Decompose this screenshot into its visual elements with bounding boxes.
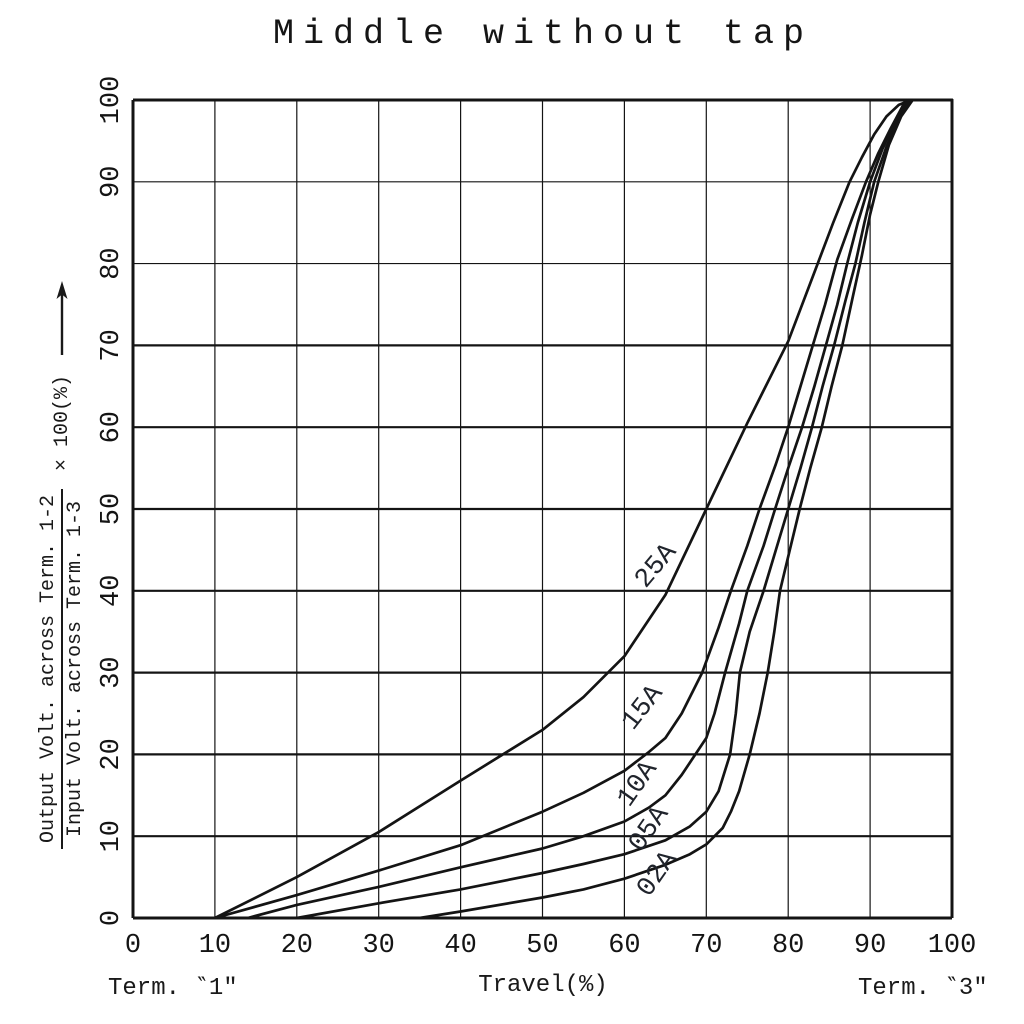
x-tick-label: 90	[854, 931, 886, 961]
x-tick-label: 20	[281, 931, 313, 961]
x-tick-label: 80	[772, 931, 804, 961]
x-tick-label: 40	[444, 931, 476, 961]
terminal-3-label: Term. ‶3″	[858, 975, 988, 1002]
x-tick-label: 0	[125, 931, 141, 961]
y-tick-label: 70	[97, 329, 127, 361]
curve-label-10A: 10A	[612, 755, 665, 813]
terminal-1-label: Term. ‶1″	[108, 975, 238, 1002]
x-tick-label: 60	[608, 931, 640, 961]
curve-label-25A: 25A	[630, 538, 685, 595]
y-tick-label: 20	[97, 738, 127, 770]
curve-25A	[213, 98, 954, 920]
y-tick-label: 80	[97, 247, 127, 279]
up-arrow-icon	[54, 280, 70, 355]
curve-02A	[418, 98, 954, 920]
x-tick-label: 70	[690, 931, 722, 961]
curve-15A	[213, 98, 954, 920]
y-tick-label: 90	[97, 166, 127, 198]
y-axis-title: Output Volt. across Term. 1-2 Input Volt…	[32, 230, 92, 900]
x-axis-title: Travel(%)	[478, 972, 608, 999]
curve-05A	[295, 98, 954, 920]
y-tick-label: 0	[97, 910, 127, 926]
y-tick-label: 40	[97, 575, 127, 607]
x-tick-label: 10	[199, 931, 231, 961]
curve-10A	[246, 98, 954, 920]
y-tick-label: 10	[97, 820, 127, 852]
curve-label-02A: 02A	[632, 845, 685, 903]
chart-title: Middle without tap	[272, 14, 814, 54]
x-tick-label: 30	[362, 931, 394, 961]
y-tick-label: 100	[97, 76, 127, 125]
y-tick-label: 60	[97, 411, 127, 443]
x-tick-label: 100	[928, 931, 977, 961]
x-tick-label: 50	[526, 931, 558, 961]
y-tick-label: 50	[97, 493, 127, 525]
y-tick-label: 30	[97, 656, 127, 688]
